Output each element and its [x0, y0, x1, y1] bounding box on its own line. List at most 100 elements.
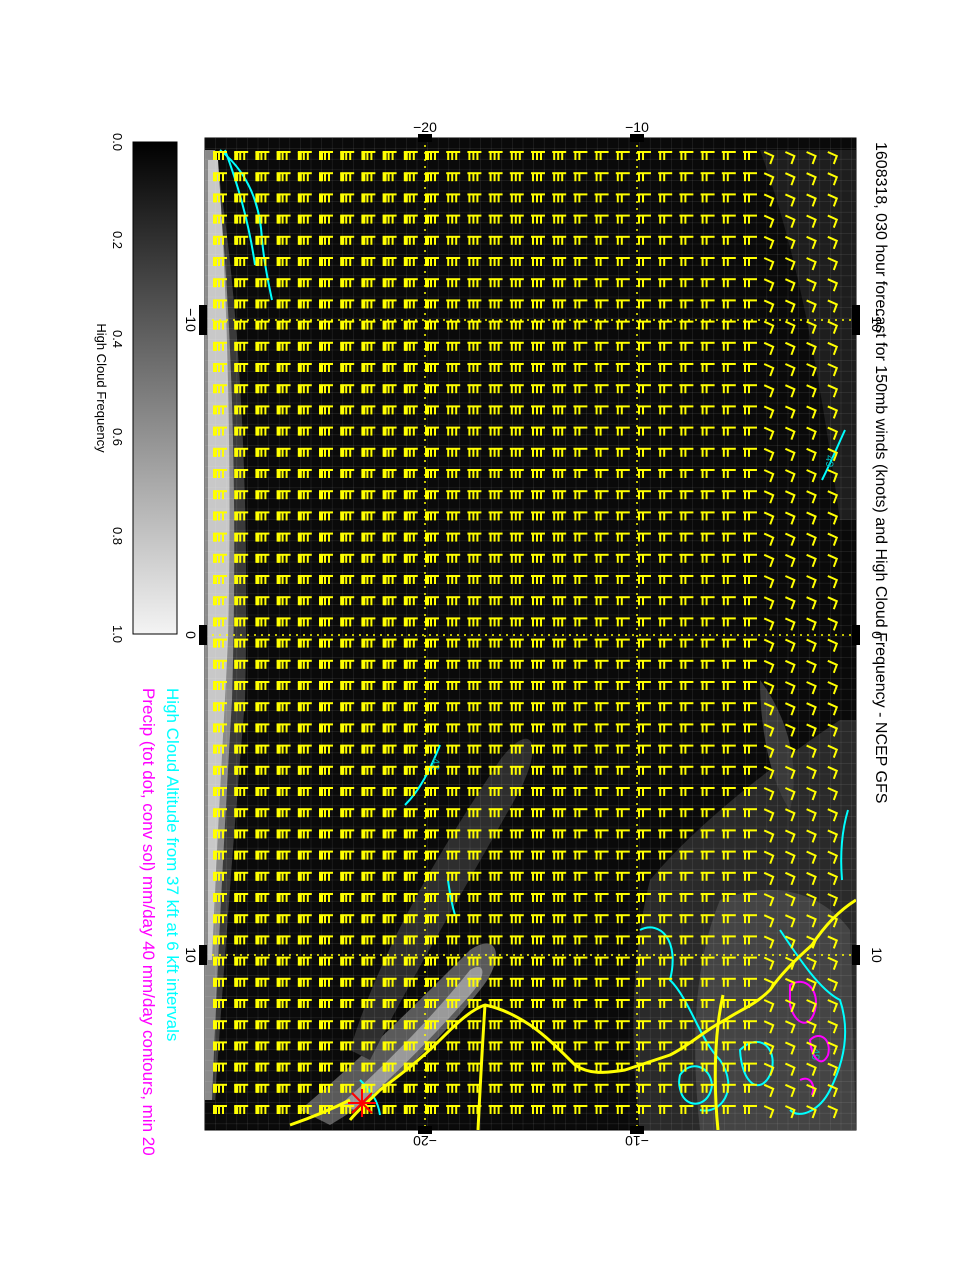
wind-barb: [509, 214, 524, 224]
wind-barb: [743, 214, 757, 224]
wind-barb: [467, 871, 482, 881]
wind-barb: [658, 363, 673, 372]
wind-barb: [446, 511, 461, 521]
wind-barb: [573, 638, 588, 648]
wind-barb: [446, 702, 461, 712]
wind-barb: [213, 384, 227, 394]
wind-barb: [488, 426, 503, 436]
wind-barb: [743, 765, 757, 775]
wind-barb: [679, 1062, 694, 1072]
wind-barb: [255, 426, 270, 436]
wind-barb: [615, 151, 630, 160]
wind-barb: [743, 977, 757, 987]
wind-barb: [637, 999, 651, 1008]
wind-barb: [679, 723, 694, 733]
wind-barb: [531, 405, 545, 415]
wind-barb: [488, 575, 503, 584]
wind-barb: [340, 193, 355, 203]
wind-barb: [488, 765, 503, 775]
wind-barb: [403, 405, 418, 415]
wind-barb: [403, 808, 418, 818]
wind-barb: [700, 1083, 715, 1093]
wind-barb: [361, 426, 376, 436]
wind-barb: [509, 659, 524, 669]
wind-barb: [488, 893, 503, 902]
wind-barb: [297, 808, 312, 818]
wind-barb: [594, 384, 609, 394]
wind-barb: [276, 299, 291, 309]
wind-barb: [297, 320, 312, 330]
wind-barb: [255, 235, 270, 245]
wind-barb: [340, 1062, 355, 1072]
wind-barb: [658, 638, 673, 648]
wind-barb: [594, 659, 609, 669]
wind-barb: [403, 341, 418, 351]
wind-barb: [658, 596, 673, 606]
wind-barb: [700, 850, 715, 860]
wind-barb: [382, 850, 397, 860]
wind-barb: [784, 151, 796, 165]
wind-barb: [403, 744, 418, 754]
wind-barb: [255, 341, 270, 351]
wind-barb: [763, 1062, 775, 1076]
wind-barb: [403, 320, 418, 330]
wind-barb: [784, 193, 796, 207]
wind-barb: [276, 1083, 291, 1093]
wind-barb: [297, 850, 312, 860]
wind-barb: [213, 172, 227, 182]
wind-barb: [446, 914, 461, 924]
wind-barb: [361, 553, 376, 563]
wind-barb: [784, 935, 796, 949]
wind-barb: [403, 977, 418, 987]
wind-barb: [594, 871, 609, 881]
wind-barb: [340, 829, 355, 839]
wind-barb: [615, 702, 630, 712]
wind-barb: [552, 702, 567, 712]
wind-barb: [213, 341, 227, 351]
wind-barb: [467, 829, 482, 839]
wind-barb: [615, 850, 630, 860]
map-panel: 49 43 49: [199, 134, 860, 1134]
wind-barb: [552, 575, 567, 584]
wind-barb: [806, 553, 817, 568]
wind-barb: [319, 532, 333, 542]
wind-barb: [425, 914, 439, 924]
wind-barb: [297, 193, 312, 203]
wind-barb: [361, 447, 376, 457]
wind-barb: [743, 935, 757, 945]
wind-barb: [446, 257, 461, 266]
wind-barb: [531, 596, 545, 606]
wind-barb: [827, 490, 839, 504]
wind-barb: [827, 935, 839, 949]
wind-barb: [700, 235, 715, 245]
wind-barb: [784, 787, 796, 801]
wind-barb: [615, 617, 630, 627]
wind-barb: [255, 1020, 270, 1030]
wind-barb: [806, 617, 817, 631]
wind-barb: [763, 999, 775, 1013]
wind-barb: [467, 723, 482, 733]
wind-barb: [297, 829, 312, 839]
wind-barb: [743, 278, 757, 288]
wind-barb: [403, 426, 418, 436]
wind-barb: [361, 384, 376, 394]
wind-barb: [297, 235, 312, 245]
wind-barb: [615, 999, 630, 1008]
wind-barb: [340, 1020, 355, 1030]
wind-barb: [425, 405, 439, 415]
wind-barb: [234, 956, 249, 966]
wind-barb: [467, 596, 482, 606]
wind-barb: [573, 447, 588, 457]
wind-barb: [806, 808, 817, 822]
wind-barb: [425, 384, 439, 394]
wind-barb: [361, 893, 376, 902]
wind-barb: [784, 575, 796, 589]
wind-barb: [594, 405, 609, 415]
contour-label-49-top: 49: [823, 455, 835, 467]
wind-barb: [276, 617, 291, 627]
wind-barb: [509, 1020, 524, 1030]
wind-barb: [531, 999, 545, 1008]
wind-barb: [488, 596, 503, 606]
wind-barb: [763, 426, 775, 440]
wind-barb: [382, 999, 397, 1008]
